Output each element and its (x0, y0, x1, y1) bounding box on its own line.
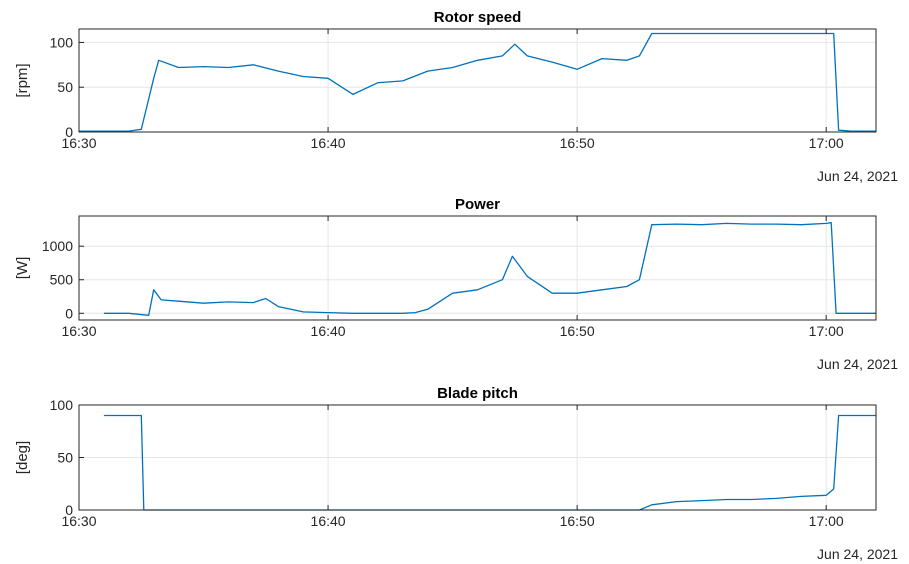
x-tick-label: 16:40 (311, 135, 346, 151)
x-tick-label: 16:50 (560, 135, 595, 151)
x-tick-label: 16:50 (560, 513, 595, 529)
date-label: Jun 24, 2021 (817, 168, 898, 184)
x-tick-label: 17:00 (809, 323, 844, 339)
y-tick-label: 100 (50, 397, 74, 413)
y-tick-label: 0 (65, 502, 73, 518)
x-tick-label: 17:00 (809, 513, 844, 529)
series-line (103, 414, 876, 511)
x-tick-label: 16:30 (61, 513, 96, 529)
series-line (103, 222, 876, 316)
y-tick-label: 50 (57, 79, 73, 95)
panel-1: 16:30 16:40 16:50 17:00 0 50 100 Rotor speed [rp… (14, 9, 898, 184)
x-tick-label: 16:50 (560, 323, 595, 339)
y-tick-label: 500 (50, 272, 74, 288)
y-axis-label: [deg] (14, 441, 31, 474)
x-tick-label: 16:30 (61, 323, 96, 339)
chart-title: Power (455, 196, 500, 213)
date-label: Jun 24, 2021 (817, 546, 898, 562)
series-line (79, 32, 876, 132)
y-tick-label: 100 (50, 34, 74, 50)
chart-title: Blade pitch (437, 385, 518, 402)
x-tick-label: 16:40 (311, 513, 346, 529)
y-tick-label: 50 (57, 450, 73, 466)
date-label: Jun 24, 2021 (817, 356, 898, 372)
x-tick-label: 17:00 (809, 135, 844, 151)
x-tick-label: 16:30 (61, 135, 96, 151)
x-tick-label: 16:40 (311, 323, 346, 339)
axes-box (78, 215, 877, 321)
y-tick-label: 0 (65, 305, 73, 321)
y-tick-label: 0 (65, 124, 73, 140)
y-axis-label: [W] (14, 257, 31, 280)
panel-3: 16:30 16:40 16:50 17:00 0 50 100 Blade pitch [de… (14, 385, 898, 562)
y-axis-label: [rpm] (14, 63, 31, 97)
axes-box (78, 28, 877, 133)
chart-title: Rotor speed (434, 9, 522, 26)
y-tick-label: 1000 (42, 238, 73, 254)
panel-2: 16:30 16:40 16:50 17:00 0 500 1000 Power [W] Jun … (14, 196, 898, 372)
